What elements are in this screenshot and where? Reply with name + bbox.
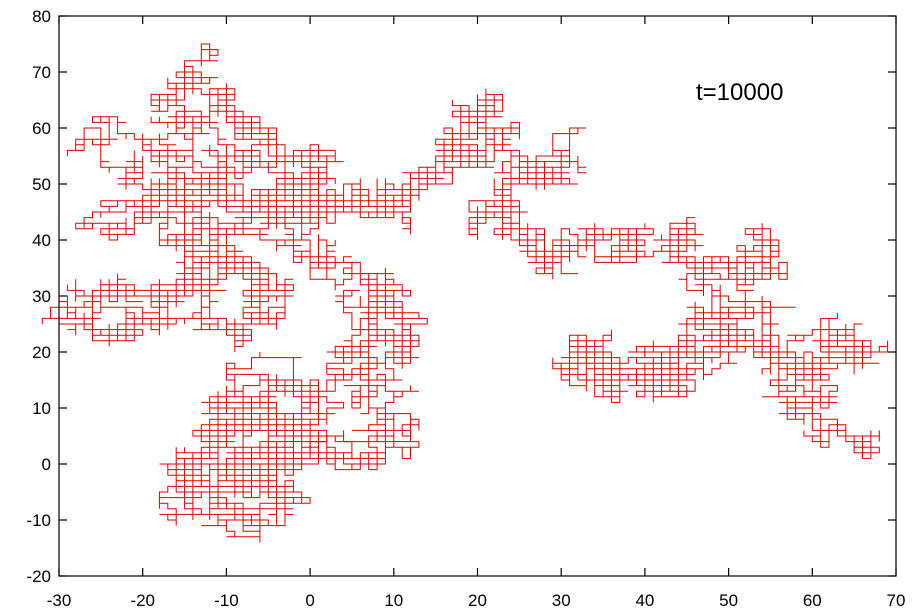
x-tick-label: -10 [214, 591, 239, 610]
x-tick-label: 60 [803, 591, 822, 610]
random-walk-path [158, 352, 352, 543]
x-tick-label: 50 [719, 591, 738, 610]
y-tick-label: 10 [32, 399, 51, 418]
y-tick-label: 0 [42, 455, 51, 474]
x-tick-label: 10 [384, 591, 403, 610]
time-annotation: t=10000 [696, 79, 783, 106]
plot-frame [58, 15, 897, 577]
x-tick-label: 70 [887, 591, 906, 610]
x-tick-label: -20 [130, 591, 155, 610]
y-tick-label: 40 [32, 231, 51, 250]
y-tick-label: -10 [26, 511, 51, 530]
x-tick-label: 20 [468, 591, 487, 610]
x-tick-label: 40 [635, 591, 654, 610]
walk-layer [41, 43, 889, 543]
y-tick-label: 60 [32, 119, 51, 138]
tick-labels: -30 -20 -10 0 10 20 30 40 50 60 70 -20 -10 0 10 20 30 40 5… [26, 7, 905, 610]
x-tick-label: 0 [305, 591, 314, 610]
x-tick-label: 30 [552, 591, 571, 610]
y-tick-label: 30 [32, 287, 51, 306]
y-tick-label: 20 [32, 343, 51, 362]
y-tick-label: 70 [32, 63, 51, 82]
y-tick-label: 50 [32, 175, 51, 194]
x-tick-label: -30 [47, 591, 72, 610]
random-walk-path [41, 43, 889, 471]
y-tick-label: 80 [32, 7, 51, 26]
y-tick-label: -20 [26, 567, 51, 586]
